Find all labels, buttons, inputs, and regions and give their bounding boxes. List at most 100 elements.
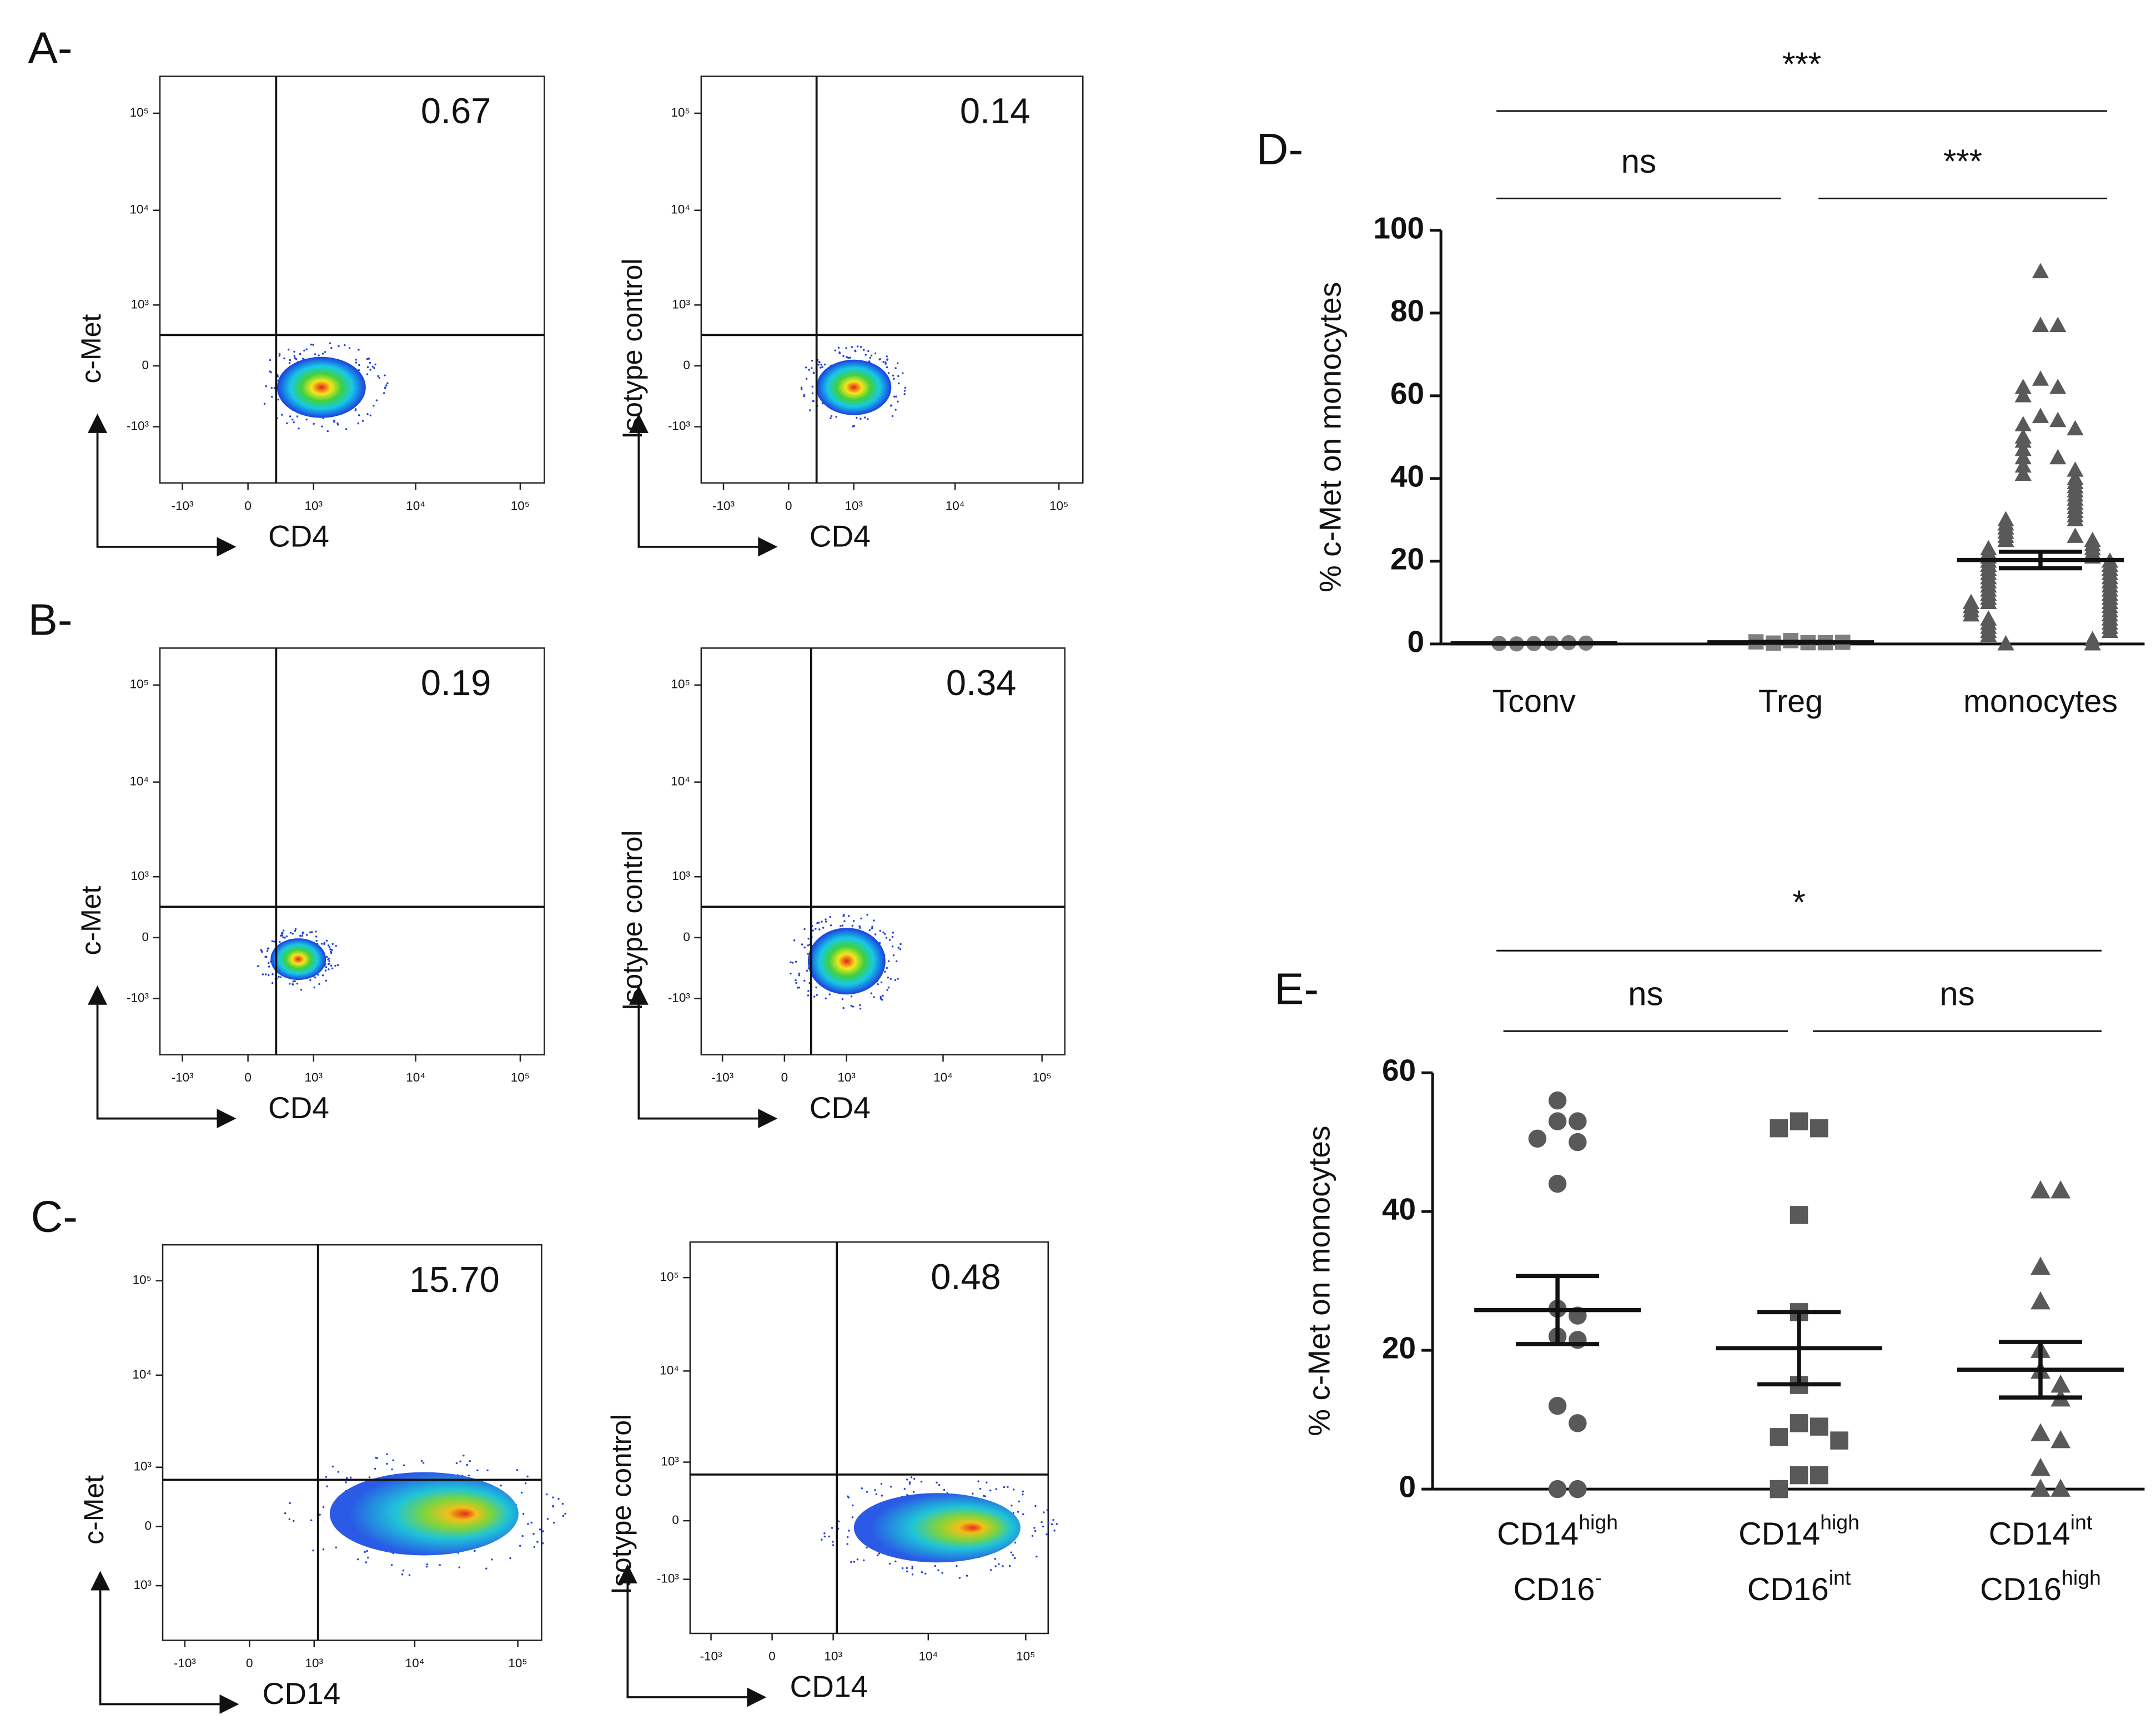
event-dot	[867, 350, 870, 353]
x-tick-label: 10³	[305, 1656, 324, 1670]
event-dot	[376, 1457, 379, 1460]
event-dot	[879, 358, 881, 360]
arrow-head	[758, 537, 778, 557]
data-point	[1790, 1466, 1808, 1485]
event-dot	[832, 1544, 835, 1546]
event-dot	[924, 1572, 927, 1575]
event-dot	[851, 346, 853, 348]
event-dot	[856, 416, 858, 419]
y-tick-label: 0	[683, 930, 690, 944]
event-dot	[830, 415, 833, 418]
data-point	[2032, 370, 2049, 386]
event-dot	[312, 1549, 314, 1552]
event-dot	[564, 1512, 566, 1515]
y-tick-label: 10⁵	[130, 677, 149, 691]
event-dot	[326, 430, 329, 432]
y-axis-label: c-Met	[78, 1475, 109, 1545]
event-dot	[527, 1522, 529, 1525]
event-dot	[385, 384, 388, 386]
event-dot	[852, 920, 855, 922]
event-dot	[354, 408, 357, 410]
category-text: CD16	[1980, 1572, 2062, 1607]
event-dot	[459, 1460, 461, 1462]
event-dot	[321, 974, 324, 977]
plot-frame	[162, 1244, 542, 1641]
event-dot	[349, 1476, 352, 1479]
event-dot	[880, 995, 882, 998]
event-dot	[1014, 1541, 1017, 1544]
event-dot	[891, 936, 894, 938]
event-dot	[1034, 1505, 1037, 1507]
y-tick-label: 20	[1390, 541, 1424, 576]
event-dot	[817, 364, 820, 366]
x-tick-label: 10⁴	[405, 1656, 425, 1670]
event-dot	[845, 347, 847, 349]
event-dot	[874, 352, 877, 355]
y-tick-label: -10³	[668, 419, 690, 433]
event-dot	[1022, 1513, 1024, 1516]
event-dot	[972, 1492, 974, 1495]
event-dot	[904, 386, 907, 389]
event-dot	[366, 373, 369, 375]
y-tick-label: 10³	[134, 1578, 152, 1592]
event-dot	[294, 356, 296, 359]
event-dot	[262, 973, 264, 975]
plot-frame	[689, 1241, 1049, 1635]
event-dot	[856, 1558, 859, 1561]
x-tick-label: 10³	[305, 1070, 323, 1084]
arrow-head	[217, 1109, 237, 1129]
event-dot	[854, 349, 856, 352]
event-dot	[875, 1493, 878, 1496]
event-dot	[937, 1569, 939, 1572]
event-dot	[337, 1471, 340, 1473]
event-dot	[458, 1566, 461, 1568]
event-dot	[287, 348, 290, 351]
event-dot	[369, 369, 371, 371]
event-dot	[377, 375, 379, 378]
event-dot	[897, 978, 899, 980]
event-dot	[333, 421, 335, 423]
event-dot	[859, 1007, 862, 1010]
event-dot	[420, 1460, 423, 1462]
event-dot	[293, 421, 295, 424]
event-dot	[801, 943, 803, 946]
data-point	[2067, 511, 2084, 527]
event-dot	[888, 939, 891, 941]
event-dot	[375, 399, 378, 401]
x-tick-label: -10³	[171, 499, 193, 512]
event-dot	[847, 915, 850, 917]
data-point	[1962, 606, 1980, 622]
data-point	[1810, 1119, 1828, 1138]
data-point	[2049, 316, 2067, 332]
event-dot	[852, 1504, 854, 1507]
event-dot	[852, 425, 854, 428]
axis-arrow	[99, 1586, 225, 1706]
event-dot	[813, 372, 815, 374]
y-tick-label: 20	[1382, 1331, 1416, 1365]
data-point	[2049, 379, 2067, 394]
data-point	[2049, 411, 2067, 428]
arrow-head	[91, 1571, 110, 1591]
event-dot	[516, 1468, 519, 1471]
event-dot	[1042, 1525, 1044, 1528]
event-dot	[803, 979, 806, 982]
event-dot	[859, 1004, 861, 1007]
event-dot	[894, 367, 897, 369]
x-axis-label: CD4	[810, 1090, 871, 1125]
event-dot	[864, 416, 866, 419]
event-dot	[322, 1548, 325, 1551]
y-axis-label: Isotype control	[617, 259, 648, 439]
event-dot	[888, 1562, 891, 1565]
event-dot	[463, 1454, 465, 1457]
y-axis-label: c-Met	[76, 314, 107, 384]
event-dot	[466, 1464, 469, 1466]
x-tick-label: -10³	[171, 1070, 193, 1084]
category-superscript: int	[2070, 1510, 2093, 1533]
event-dot	[853, 1561, 856, 1563]
event-dot	[295, 358, 298, 360]
event-dot	[264, 973, 267, 975]
event-dot	[943, 1488, 946, 1491]
data-point	[1997, 635, 2014, 651]
event-dot	[894, 1560, 897, 1563]
